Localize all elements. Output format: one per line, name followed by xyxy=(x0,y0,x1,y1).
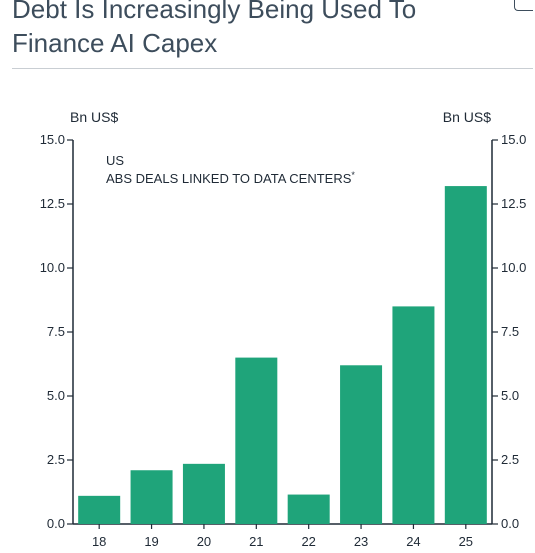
x-tick-label: 25 xyxy=(459,534,473,549)
y-tick-label-left: 2.5 xyxy=(47,452,65,467)
x-tick-label: 18 xyxy=(92,534,106,549)
y-axis-unit-left: Bn US$ xyxy=(70,109,118,125)
y-tick-label-right: 5.0 xyxy=(501,388,519,403)
chart-title-line1: Debt Is Increasingly Being Used To xyxy=(12,0,417,24)
chart-annotation-region: US xyxy=(106,153,124,168)
y-axis-ticks: 0.0 0.0 2.5 2.5 5.0 5.0 7.5 7.5 10.0 10.0 12.5 12.5… xyxy=(40,132,527,531)
y-tick-label-right: 12.5 xyxy=(501,196,526,211)
x-tick-label: 21 xyxy=(249,534,263,549)
y-tick-label-left: 0.0 xyxy=(47,516,65,531)
y-tick-label-right: 0.0 xyxy=(501,516,519,531)
x-tick-label: 24 xyxy=(406,534,420,549)
x-tick-label: 23 xyxy=(354,534,368,549)
bar-20 xyxy=(182,463,225,524)
bar-24 xyxy=(392,306,435,524)
x-tick-label: 20 xyxy=(197,534,211,549)
y-tick-label-left: 7.5 xyxy=(47,324,65,339)
chart-annotation-series-text: ABS DEALS LINKED TO DATA CENTERS xyxy=(106,171,352,186)
x-tick-label: 22 xyxy=(301,534,315,549)
y-tick-label-right: 2.5 xyxy=(501,452,519,467)
y-axis-unit-right: Bn US$ xyxy=(443,109,491,125)
bar-19 xyxy=(130,470,173,524)
chart-title-line2: Finance AI Capex xyxy=(12,28,218,58)
title-divider xyxy=(12,68,533,69)
bar-23 xyxy=(340,365,383,524)
y-tick-label-left: 12.5 xyxy=(40,196,65,211)
y-tick-label-right: 10.0 xyxy=(501,260,526,275)
bar-series xyxy=(78,186,487,524)
corner-decoration-icon xyxy=(514,0,533,11)
x-axis-labels: 18 19 20 21 22 23 24 25 xyxy=(92,524,473,549)
y-tick-label-left: 15.0 xyxy=(40,132,65,147)
x-tick-label: 19 xyxy=(144,534,158,549)
bar-25 xyxy=(444,186,487,524)
chart-annotation-series: ABS DEALS LINKED TO DATA CENTERS* xyxy=(106,170,355,186)
y-tick-label-left: 5.0 xyxy=(47,388,65,403)
y-tick-label-right: 7.5 xyxy=(501,324,519,339)
y-tick-label-right: 15.0 xyxy=(501,132,526,147)
bar-21 xyxy=(235,357,278,524)
y-tick-label-left: 10.0 xyxy=(40,260,65,275)
bar-18 xyxy=(78,495,121,524)
bar-22 xyxy=(287,494,330,524)
chart-title: Debt Is Increasingly Being Used To Finan… xyxy=(12,0,512,60)
footnote-marker: * xyxy=(351,170,355,180)
